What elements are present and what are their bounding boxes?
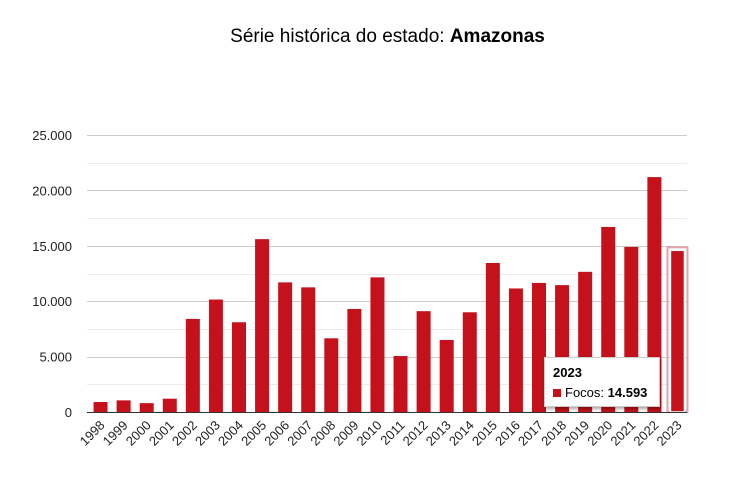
- x-tick-label: 2005: [238, 418, 269, 449]
- x-tick-label: 2022: [630, 418, 661, 449]
- bar-2013[interactable]: [439, 339, 454, 412]
- bar-2001[interactable]: [162, 398, 177, 412]
- bar-2005[interactable]: [255, 239, 270, 412]
- x-tick-label: 2009: [330, 418, 361, 449]
- x-tick-label: 1998: [77, 418, 108, 449]
- y-tick-label: 25.000: [32, 128, 72, 143]
- bar-2000[interactable]: [139, 403, 154, 412]
- y-tick-label: 0: [65, 405, 72, 420]
- bar-2015[interactable]: [485, 262, 500, 412]
- bar-1999[interactable]: [116, 400, 131, 412]
- x-tick-label: 2014: [446, 418, 477, 449]
- x-tick-label: 2001: [146, 418, 177, 449]
- bar-2002[interactable]: [185, 318, 200, 412]
- x-tick-label: 2003: [192, 418, 223, 449]
- x-tick-label: 2017: [515, 418, 546, 449]
- chart-title-prefix: Série histórica do estado:: [230, 26, 445, 47]
- y-tick-label: 20.000: [32, 183, 72, 198]
- x-axis-labels: 1998199920002001200220032004200520062007…: [77, 418, 685, 449]
- bar-2004[interactable]: [232, 322, 246, 412]
- bar-2011[interactable]: [393, 356, 408, 412]
- x-tick-label: 2000: [123, 418, 154, 449]
- gridlines: [87, 135, 687, 385]
- y-tick-label: 10.000: [32, 294, 72, 309]
- tooltip-value: 14.593: [607, 385, 648, 400]
- x-tick-label: 2006: [261, 418, 292, 449]
- x-tick-label: 2019: [561, 418, 592, 449]
- bar-2009[interactable]: [347, 308, 362, 412]
- y-tick-label: 15.000: [32, 239, 72, 254]
- bar-2017[interactable]: [532, 282, 546, 412]
- x-tick-label: 2012: [400, 418, 431, 449]
- y-axis-labels: 0 5.000 10.000 15.000 20.000 25.000: [32, 128, 72, 420]
- bar-2012[interactable]: [416, 311, 431, 412]
- bar-1998[interactable]: [93, 402, 108, 412]
- bar-2022[interactable]: [647, 177, 662, 412]
- bar-2010[interactable]: [370, 277, 385, 412]
- bar-2023[interactable]: [669, 249, 686, 413]
- x-tick-label: 2020: [584, 418, 615, 449]
- tooltip: 2023 Focos: 14.593: [544, 357, 660, 407]
- tooltip-category: 2023: [553, 365, 582, 380]
- tooltip-swatch: [553, 389, 561, 397]
- x-tick-label: 2011: [377, 418, 407, 448]
- x-tick-label: 2004: [215, 418, 246, 449]
- x-tick-label: 2007: [284, 418, 315, 449]
- x-tick-label: 2016: [492, 418, 523, 449]
- bars: [93, 177, 689, 413]
- bar-2016[interactable]: [508, 288, 523, 412]
- bar-2006[interactable]: [278, 282, 293, 412]
- x-tick-label: 2015: [469, 418, 500, 449]
- bar-2008[interactable]: [324, 338, 339, 412]
- bar-2003[interactable]: [208, 299, 223, 412]
- x-tick-label: 2010: [354, 418, 385, 449]
- x-tick-label: 1999: [100, 418, 131, 449]
- chart-title: Série histórica do estado: Amazonas: [0, 26, 750, 48]
- x-tick-label: 2013: [423, 418, 454, 449]
- tooltip-row: Focos: 14.593: [553, 385, 647, 400]
- x-tick-label: 2023: [654, 418, 685, 449]
- x-tick-label: 2021: [607, 418, 638, 449]
- bar-2007[interactable]: [301, 287, 316, 412]
- tooltip-series-label: Focos:: [565, 385, 605, 400]
- y-tick-label: 5.000: [39, 350, 72, 365]
- chart-title-state: Amazonas: [449, 26, 545, 47]
- x-tick-label: 2002: [169, 418, 200, 449]
- bar-2014[interactable]: [462, 312, 477, 412]
- x-tick-label: 2008: [307, 418, 338, 449]
- x-tick-label: 2018: [538, 418, 569, 449]
